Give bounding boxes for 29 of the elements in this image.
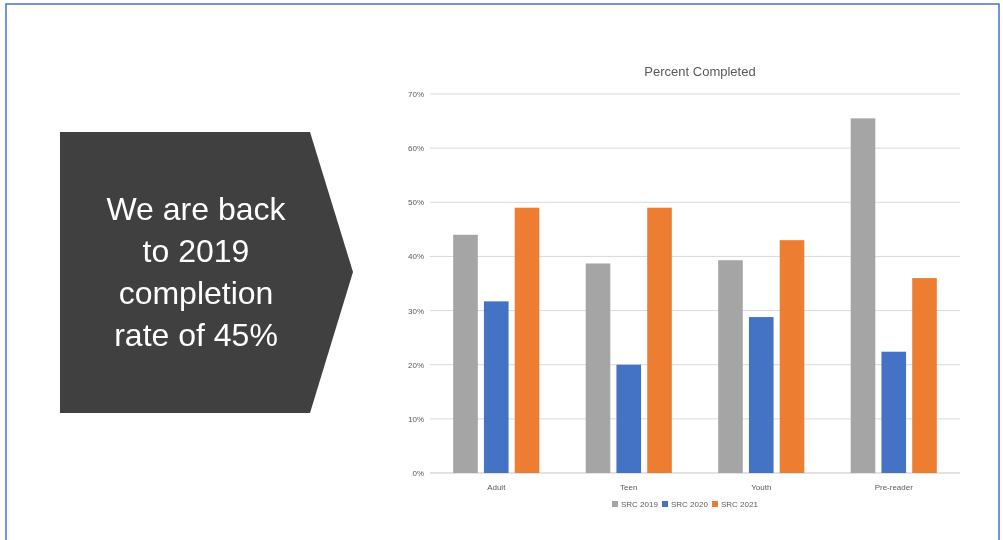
legend-label: SRC 2021 (721, 500, 759, 509)
bar (779, 240, 805, 473)
bar (881, 351, 907, 473)
x-tick-label: Adult (487, 483, 507, 492)
bar (483, 301, 509, 473)
y-tick-label: 70% (407, 90, 424, 99)
y-tick-label: 40% (407, 252, 424, 262)
bar (585, 263, 611, 473)
y-tick-label: 50% (407, 198, 424, 208)
y-tick-label: 20% (407, 360, 424, 370)
bar (616, 364, 642, 473)
bar (514, 207, 540, 473)
text: We are back to 2019 completion rate of 45% (106, 191, 287, 353)
x-tick-label: Teen (620, 483, 638, 492)
bar (850, 118, 876, 473)
y-tick-label: 30% (407, 306, 424, 316)
y-tick-label: 60% (407, 144, 424, 154)
bar (718, 260, 743, 473)
chart-title: Percent Completed (644, 64, 756, 79)
y-tick-label: 0% (412, 469, 424, 478)
legend-label: SRC 2020 (671, 500, 709, 509)
bar (647, 207, 672, 473)
bar (912, 278, 937, 473)
legend-label: SRC 2019 (621, 500, 659, 509)
y-tick-label: 10% (407, 414, 424, 424)
x-tick-label: Youth (751, 483, 772, 492)
x-tick-label: Pre-reader (874, 483, 914, 492)
bar (748, 317, 774, 473)
bar (453, 234, 478, 473)
